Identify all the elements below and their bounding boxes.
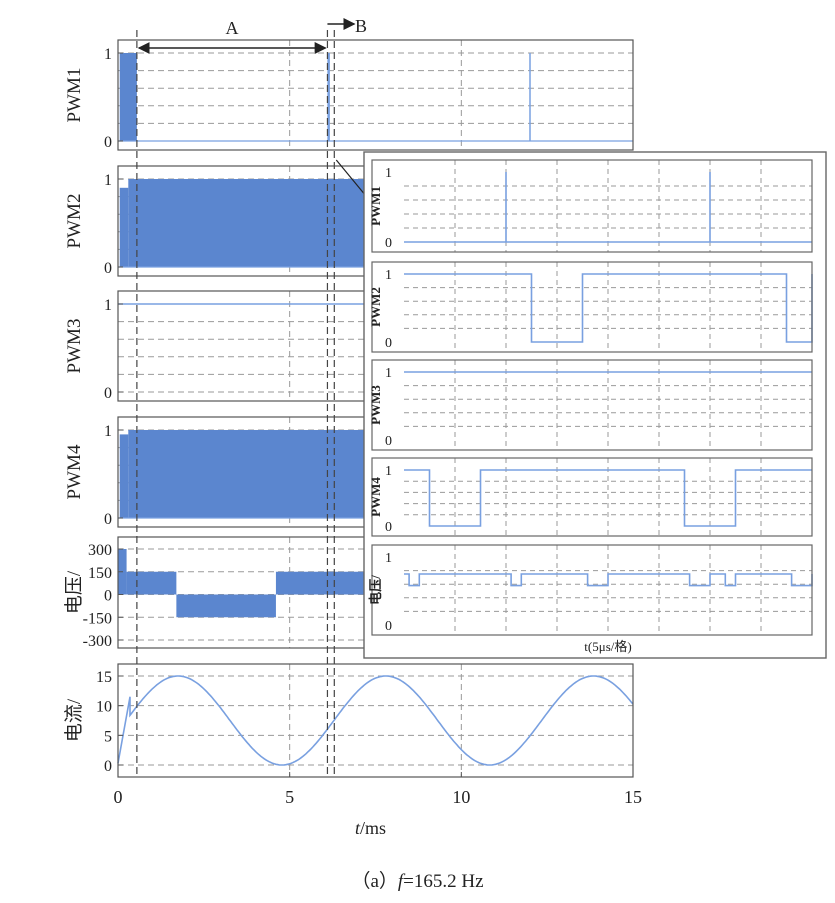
inset-y-axis-label: 电压/ (368, 575, 383, 605)
y-axis-label: PWM1 (64, 68, 85, 123)
caption-prefix: （a） (351, 871, 398, 892)
inset-y-tick-label: 1 (385, 268, 392, 283)
inset-y-tick-label: 1 (385, 166, 392, 181)
y-tick-label: -300 (83, 633, 112, 650)
inset-y-axis-label: PWM4 (368, 477, 383, 517)
inset-panel-frame (371, 544, 813, 636)
y-tick-label: 10 (96, 699, 112, 716)
y-tick-label: 5 (104, 728, 112, 745)
inset-x-axis-label: t(5μs/格) (584, 639, 631, 654)
inset-y-axis-label: PWM3 (368, 385, 383, 425)
inset-y-tick-label: 1 (385, 464, 392, 479)
y-tick-label: 15 (96, 669, 112, 686)
pwm-block (119, 434, 129, 518)
inset-panel-frame (371, 261, 813, 353)
label-A: A (226, 18, 239, 38)
current-curve (117, 675, 634, 766)
y-tick-label: 1 (104, 172, 112, 189)
inset-panel-4: 0 1电压/ (368, 544, 813, 636)
inset-y-axis-label: PWM1 (368, 186, 383, 226)
y-axis-label: PWM3 (64, 319, 85, 374)
inset-panel-frame (371, 159, 813, 253)
inset-signal (404, 469, 812, 527)
y-tick-label: 0 (104, 260, 112, 277)
y-tick-label: 0 (104, 511, 112, 528)
y-tick-label: 1 (104, 46, 112, 63)
x-tick-label: 15 (624, 787, 642, 807)
y-axis-label: PWM4 (64, 444, 85, 499)
inset-panel-frame (371, 359, 813, 451)
voltage-band (126, 571, 177, 595)
x-tick-label: 0 (114, 787, 123, 807)
y-axis-label: 电压/ (63, 570, 85, 614)
inset-y-tick-label: 1 (385, 551, 392, 566)
panel-pwm1: 0 1 PWM1 (64, 39, 634, 151)
inset-y-tick-label: 0 (385, 336, 392, 351)
caption-variable: f (397, 871, 404, 892)
panel-frame (117, 39, 634, 151)
inset-y-axis-label: PWM2 (368, 287, 383, 327)
inset-y-tick-label: 0 (385, 520, 392, 535)
y-tick-label: -150 (83, 610, 112, 627)
y-tick-label: 1 (104, 423, 112, 440)
panel-current: 0 5 10 15 电流/ (63, 663, 634, 778)
pwm-block (119, 53, 137, 141)
y-tick-label: 0 (104, 385, 112, 402)
y-axis-label: PWM2 (64, 194, 85, 249)
panel-frame (117, 663, 634, 778)
inset-y-tick-label: 0 (385, 434, 392, 449)
inset-y-tick-label: 1 (385, 366, 392, 381)
y-tick-label: 150 (88, 565, 112, 582)
x-axis-label: t/ms (355, 818, 387, 838)
y-tick-label: 0 (104, 758, 112, 775)
y-tick-label: 0 (104, 588, 112, 605)
pwm-block (119, 187, 129, 267)
voltage-band (176, 594, 276, 618)
inset-signal (404, 573, 813, 587)
y-tick-label: 300 (88, 542, 112, 559)
label-B: B (355, 16, 367, 36)
x-tick-label: 10 (452, 787, 470, 807)
caption-value: =165.2 Hz (403, 871, 484, 892)
inset-panel-frame (371, 457, 813, 537)
inset-y-tick-label: 0 (385, 619, 392, 634)
y-axis-label: 电流/ (63, 698, 85, 742)
zoom-connector (335, 159, 367, 197)
y-tick-label: 0 (104, 134, 112, 151)
inset-y-tick-label: 0 (385, 236, 392, 251)
x-tick-label: 5 (285, 787, 294, 807)
figure-caption: （a）f=165.2 Hz (0, 866, 835, 893)
y-tick-label: 1 (104, 297, 112, 314)
